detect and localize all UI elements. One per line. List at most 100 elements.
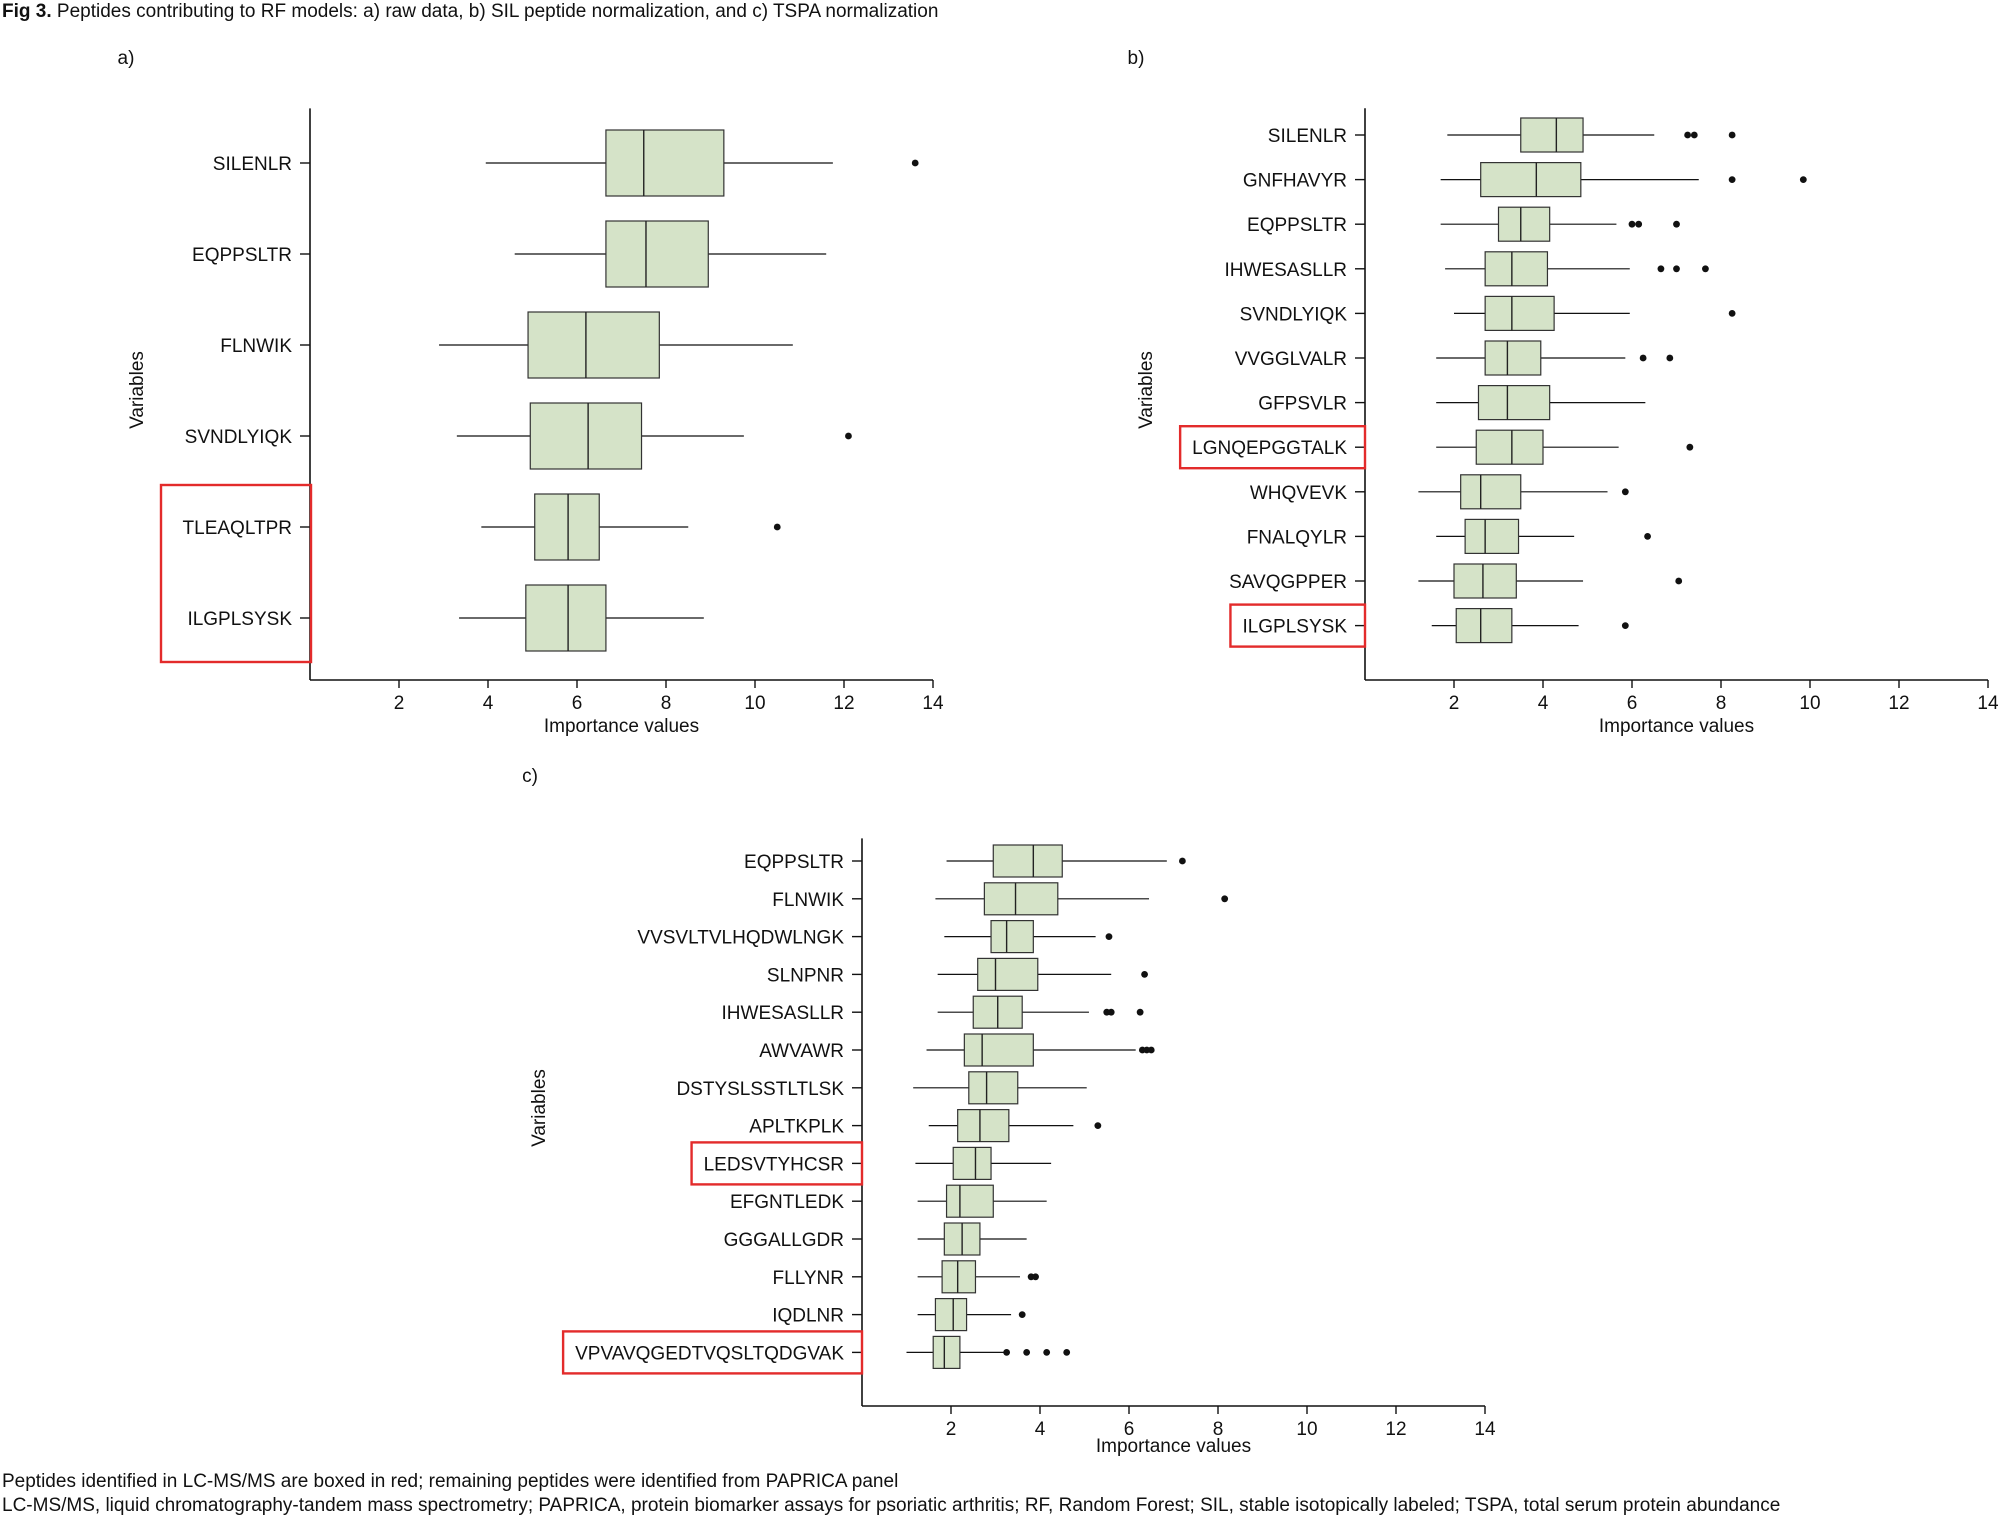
x-tick-label: 10 [744, 693, 765, 714]
outlier-point [1684, 131, 1692, 139]
iqr-box [605, 220, 709, 288]
outlier-point [1023, 1349, 1031, 1356]
outlier-point [1179, 857, 1186, 865]
outlier-point [1018, 1311, 1026, 1318]
x-tick-label: 12 [1385, 1419, 1406, 1440]
category-label: EQPPSLTR [1247, 215, 1347, 236]
outlier-point [1621, 622, 1629, 629]
x-tick-label: 4 [1538, 693, 1549, 714]
box-iqdlnr: IQDLNR [772, 1297, 1026, 1332]
outlier-point [1621, 488, 1629, 496]
category-label: VVSVLTVLHQDWLNGK [637, 928, 844, 949]
iqr-box [992, 844, 1063, 878]
x-tick-label: 14 [1977, 693, 1999, 714]
x-axis-title: Importance values [1599, 716, 1754, 737]
box-vpvavqgedtvqsltqdgvak: VPVAVQGEDTVQSLTQDGVAK [561, 1330, 1071, 1375]
x-tick-label: 4 [1035, 1419, 1046, 1440]
figure-label: Fig 3. [2, 1, 52, 22]
category-label: GNFHAVYR [1243, 171, 1347, 192]
category-label: VVGGLVALR [1235, 349, 1347, 370]
category-label: ILGPLSYSK [1242, 617, 1347, 638]
box-silenlr: SILENLR [1268, 117, 1736, 153]
outlier-point [1094, 1122, 1102, 1129]
iqr-box [1460, 474, 1522, 510]
figure-title-text: Peptides contributing to RF models: a) r… [56, 1, 939, 22]
outlier-point [1635, 220, 1643, 228]
box-lgnqepggtalk: LGNQEPGGTALK [1178, 425, 1694, 470]
outlier-point [1147, 1046, 1155, 1054]
lc-msms-highlight-box [159, 483, 313, 664]
box-slnpnr: SLNPNR [767, 957, 1148, 992]
panel-label: c) [522, 766, 538, 787]
y-axis-title: Variables [1136, 351, 1157, 429]
iqr-box [1453, 563, 1517, 599]
outlier-point [1728, 131, 1736, 139]
category-label: IHWESASLLR [722, 1003, 844, 1024]
category-label: TLEAQLTPR [183, 518, 292, 539]
outlier-point [1728, 310, 1736, 317]
iqr-box [1520, 117, 1584, 153]
footnote-abbreviations: LC-MS/MS, liquid chromatography-tandem m… [2, 1495, 1781, 1516]
iqr-box [968, 1071, 1019, 1105]
iqr-box [605, 129, 725, 197]
category-label: EFGNTLEDK [730, 1192, 844, 1213]
category-label: FNALQYLR [1247, 527, 1347, 548]
box-eqppsltr: EQPPSLTR [744, 844, 1186, 878]
box-ledsvtyhcsr: LEDSVTYHCSR [690, 1141, 1052, 1186]
lc-msms-highlight-box [1229, 603, 1367, 648]
x-tick-label: 2 [394, 693, 405, 714]
category-label: GGGALLGDR [724, 1230, 844, 1251]
y-axis-title: Variables [127, 351, 148, 429]
box-dstyslsstltlsk: DSTYSLSSTLTLSK [676, 1071, 1087, 1105]
x-axis-title: Importance values [544, 716, 699, 737]
iqr-box [1480, 162, 1582, 198]
category-label: IQDLNR [772, 1306, 844, 1327]
box-svndlyiqk: SVNDLYIQK [1240, 295, 1736, 331]
iqr-box [963, 1033, 1034, 1067]
outlier-point [1644, 533, 1651, 540]
lc-msms-highlight-box [1178, 425, 1367, 470]
box-svndlyiqk: SVNDLYIQK [185, 402, 852, 470]
outlier-point [1666, 354, 1674, 362]
category-label: SVNDLYIQK [1240, 304, 1348, 325]
category-label: DSTYSLSSTLTLSK [676, 1079, 844, 1100]
outlier-point [911, 159, 919, 167]
outlier-point [1639, 354, 1647, 362]
iqr-box [945, 1184, 994, 1218]
outlier-point [1032, 1273, 1039, 1281]
category-label: IHWESASLLR [1225, 260, 1347, 281]
box-efgntledk: EFGNTLEDK [730, 1184, 1047, 1218]
iqr-box [1484, 340, 1542, 376]
outlier-point [1686, 443, 1694, 451]
lc-msms-highlight-box [561, 1330, 864, 1375]
x-tick-label: 12 [833, 693, 854, 714]
outlier-point [1799, 176, 1807, 184]
x-tick-label: 6 [1124, 1419, 1135, 1440]
iqr-box [957, 1108, 1010, 1143]
outlier-point [845, 432, 852, 440]
iqr-box [1475, 429, 1544, 465]
category-label: SVNDLYIQK [185, 427, 293, 448]
outlier-point [1728, 176, 1736, 184]
outlier-point [1628, 220, 1636, 228]
iqr-box [525, 584, 607, 652]
category-label: SILENLR [1268, 126, 1347, 147]
outlier-point [1675, 577, 1683, 585]
box-flnwik: FLNWIK [772, 882, 1229, 916]
category-label: AWVAWR [759, 1041, 844, 1062]
x-tick-label: 2 [1449, 693, 1460, 714]
category-label: EQPPSLTR [744, 852, 844, 873]
category-label: EQPPSLTR [192, 245, 292, 266]
outlier-point [1657, 265, 1665, 273]
outlier-point [773, 523, 781, 531]
x-tick-label: 6 [572, 693, 583, 714]
outlier-point [1063, 1349, 1071, 1356]
box-whqvevk: WHQVEVK [1250, 474, 1629, 510]
category-label: FLNWIK [772, 890, 844, 911]
boxplot-panel-a: a) 2 4 6 8 10 12 14 Importance values Variables SI… [118, 48, 944, 737]
iqr-box [1455, 607, 1513, 644]
category-label: FLNWIK [220, 336, 292, 357]
outlier-point [1690, 131, 1698, 139]
category-label: WHQVEVK [1250, 483, 1347, 504]
category-label: LEDSVTYHCSR [704, 1154, 844, 1175]
